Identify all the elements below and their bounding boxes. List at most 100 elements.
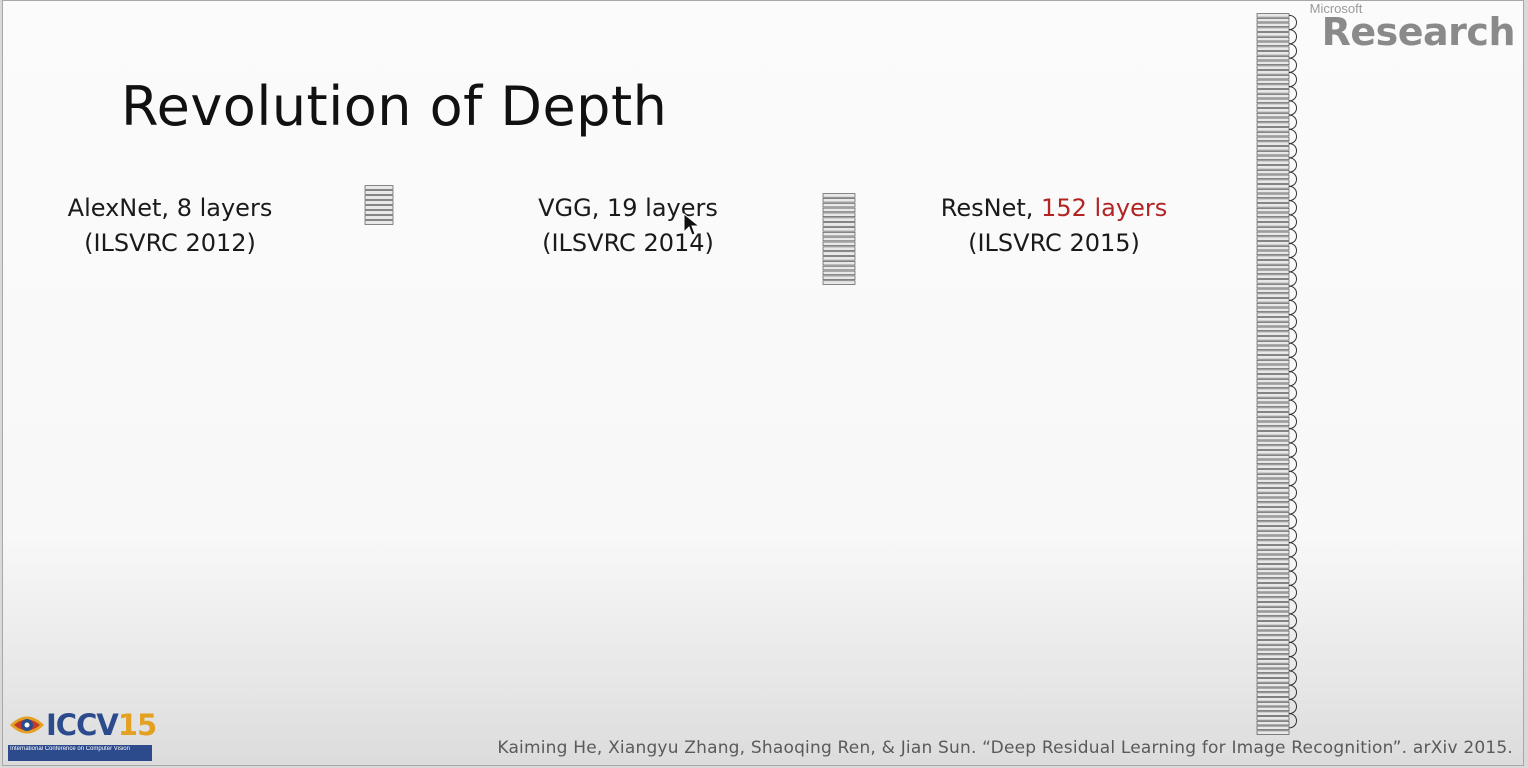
vgg-layer-count: 19 layers [606,194,718,222]
resnet-skip-connection [1288,641,1297,658]
vgg-layer [822,198,856,203]
vgg-layer [822,256,856,261]
resnet-layer [1256,421,1290,427]
vgg-layer [822,236,856,242]
alexnet-layer [364,185,394,190]
resnet-layer [1256,673,1290,678]
resnet-skip-connection [1288,684,1297,700]
resnet-layer [1256,222,1290,227]
resnet-layer [1256,217,1290,222]
vgg-layer [822,207,856,213]
resnet-layer [1256,692,1290,697]
resnet-layer [1256,165,1290,170]
alexnet-name: AlexNet, 8 layers [53,191,287,226]
resnet-layer [1256,397,1290,403]
resnet-layer [1256,654,1290,659]
resnet-layer [1256,207,1290,213]
vgg-layer [822,231,856,237]
resnet-layer [1256,203,1290,208]
resnet-skip-connection [1288,342,1297,358]
resnet-layer [1256,250,1290,256]
resnet-layer [1256,473,1290,479]
resnet-layer [1256,564,1290,569]
resnet-layer [1256,298,1290,303]
vgg-layer [822,246,856,251]
resnet-skip-connection [1288,399,1297,415]
resnet-layer [1256,127,1290,132]
resnet-layer [1256,459,1290,465]
resnet-layer [1256,274,1290,279]
resnet-layer [1256,602,1290,607]
alexnet-name-prefix: AlexNet, [67,194,177,222]
resnet-layer [1256,174,1290,180]
resnet-layer [1256,507,1290,512]
vgg-layer [822,202,856,208]
resnet-layer [1256,716,1290,721]
resnet-skip-connection [1288,428,1297,444]
alexnet-layer [364,190,394,195]
iccv-wordmark: ICCV15 [46,708,157,742]
resnet-skip-connection [1288,228,1297,244]
resnet-layer [1256,321,1290,327]
resnet-layer [1256,41,1290,47]
resnet-layer [1256,388,1290,393]
resnet-layer [1256,150,1290,156]
resnet-layer [1256,545,1290,550]
resnet-layer [1256,141,1290,146]
vgg-label: VGG, 19 layers (ILSVRC 2014) [503,191,753,261]
resnet-layer [1256,521,1290,526]
resnet-layer [1256,573,1290,579]
resnet-skip-connection [1288,356,1297,373]
resnet-layer [1256,450,1290,455]
resnet-skip-connection [1288,171,1297,187]
resnet-layer [1256,231,1290,237]
vgg-layer [822,251,856,256]
alexnet-layer-count: 8 layers [176,194,273,222]
resnet-layer [1256,331,1290,336]
resnet-skip-connection [1288,442,1297,458]
resnet-layer [1256,540,1290,545]
iccv-eye-icon [10,716,44,734]
resnet-layer [1256,497,1290,503]
resnet-layer [1256,340,1290,346]
resnet-challenge: (ILSVRC 2015) [968,229,1140,257]
resnet-layer [1256,378,1290,384]
resnet-layer [1256,649,1290,655]
resnet-layer [1256,697,1290,702]
research-wordmark: Research [1321,10,1516,54]
resnet-skip-connection [1288,86,1297,102]
resnet-layer [1256,621,1290,626]
vgg-diagram [822,193,856,285]
iccv15-logo: ICCV15 International Conference on Compu… [6,707,157,765]
resnet-layer [1256,55,1290,61]
vgg-layer [822,241,856,247]
resnet-name-prefix: ResNet, [940,194,1042,222]
resnet-skip-connection [1288,128,1297,145]
resnet-layer [1256,526,1290,531]
resnet-skip-connection [1288,299,1297,316]
alexnet-layer [364,205,394,210]
vgg-layer [822,270,856,276]
resnet-skip-connection [1288,413,1297,430]
resnet-skip-connection [1288,71,1297,88]
resnet-skip-connection [1288,599,1297,615]
resnet-layer [1256,478,1290,484]
resnet-layer [1256,583,1290,588]
iccv-year: 15 [117,708,157,742]
resnet-layer [1256,51,1290,56]
resnet-layer [1256,131,1290,137]
resnet-layer [1256,454,1290,460]
resnet-layer [1256,288,1290,294]
resnet-layer [1256,359,1290,365]
resnet-layer [1256,193,1290,199]
resnet-layer [1256,98,1290,104]
vgg-layer [822,275,856,280]
resnet-layer [1256,488,1290,493]
resnet-layer [1256,112,1290,118]
resnet-skip-connection [1288,328,1297,344]
resnet-layer [1256,568,1290,574]
resnet-skip-connection [1288,285,1297,301]
microsoft-research-logo: Microsoft Research [1310,1,1516,54]
resnet-layer [1256,17,1290,23]
resnet-layer [1256,255,1290,260]
